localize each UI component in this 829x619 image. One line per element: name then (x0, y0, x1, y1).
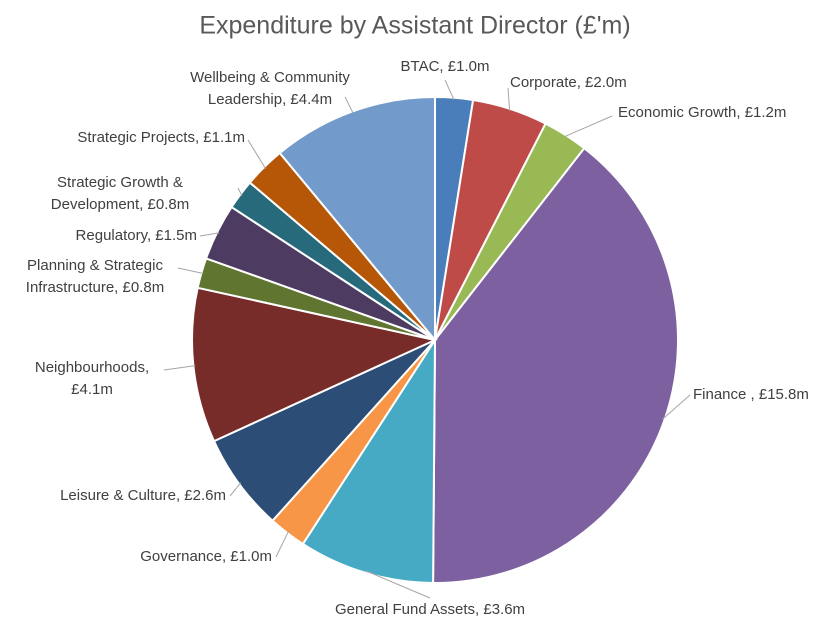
leader-line (199, 232, 220, 237)
leader-line (247, 139, 267, 169)
data-label: Infrastructure, £0.8m (26, 279, 164, 296)
data-label: BTAC, £1.0m (401, 58, 490, 75)
pie-slice (301, 336, 437, 585)
data-label: Strategic Growth & (57, 174, 183, 191)
data-label: Neighbourhoods, (35, 359, 149, 376)
data-label: Leisure & Culture, £2.6m (60, 487, 226, 504)
data-label: Corporate, £2.0m (510, 74, 627, 91)
data-label: Economic Growth, £1.2m (618, 104, 786, 121)
leader-line (177, 267, 204, 274)
leader-line (163, 365, 196, 371)
data-label: Planning & Strategic (27, 257, 163, 274)
leader-line (365, 570, 431, 599)
data-label: Strategic Projects, £1.1m (77, 129, 245, 146)
data-label: Governance, £1.0m (140, 548, 272, 565)
leader-line (344, 96, 354, 114)
leader-line (507, 87, 511, 111)
leader-line (662, 394, 691, 420)
data-label: Wellbeing & Community (190, 69, 350, 86)
pie-slice (432, 146, 679, 584)
leader-line (229, 482, 242, 497)
data-label: Leadership, £4.4m (208, 91, 332, 108)
chart-title: Expenditure by Assistant Director (£'m) (199, 12, 630, 40)
data-label: General Fund Assets, £3.6m (335, 601, 525, 618)
leader-line (564, 115, 613, 138)
data-label: £4.1m (71, 381, 113, 398)
data-label: Regulatory, £1.5m (76, 227, 197, 244)
leader-line (237, 187, 243, 196)
data-label: Development, £0.8m (51, 196, 189, 213)
leader-line (275, 531, 289, 558)
data-label: Finance , £15.8m (693, 386, 809, 403)
leader-line (444, 79, 455, 100)
